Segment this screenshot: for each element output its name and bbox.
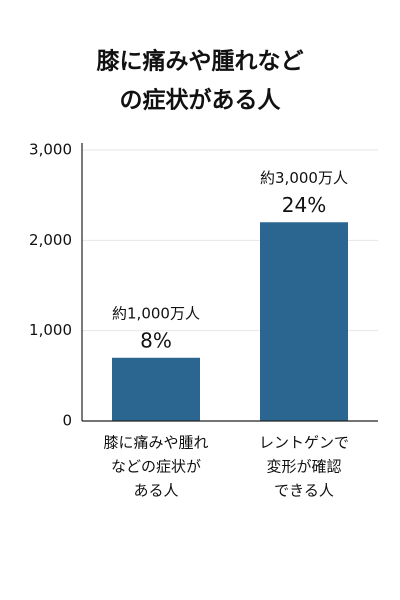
x-tick-label: 膝に痛みや腫れ (103, 434, 208, 452)
y-tick-label: 0 (62, 412, 72, 430)
x-tick-label: ある人 (133, 482, 178, 500)
x-tick-label: レントゲンで (259, 434, 349, 452)
chart-title: 膝に痛みや腫れなど (97, 48, 304, 75)
bar (260, 222, 348, 421)
y-tick-label: 3,000 (29, 141, 72, 159)
annotation: 約3,000万人 (260, 169, 348, 187)
x-tick-label: などの症状が (111, 458, 201, 476)
x-tick-label: できる人 (274, 482, 334, 500)
x-tick-label: 変形が確認 (266, 458, 341, 476)
annotation: 24% (282, 193, 326, 217)
annotation: 約1,000万人 (112, 304, 200, 322)
y-tick-label: 1,000 (29, 321, 72, 339)
y-tick-label: 2,000 (29, 231, 72, 249)
bar (112, 357, 200, 421)
annotation: 8% (140, 328, 172, 352)
chart-title: の症状がある人 (120, 87, 282, 114)
